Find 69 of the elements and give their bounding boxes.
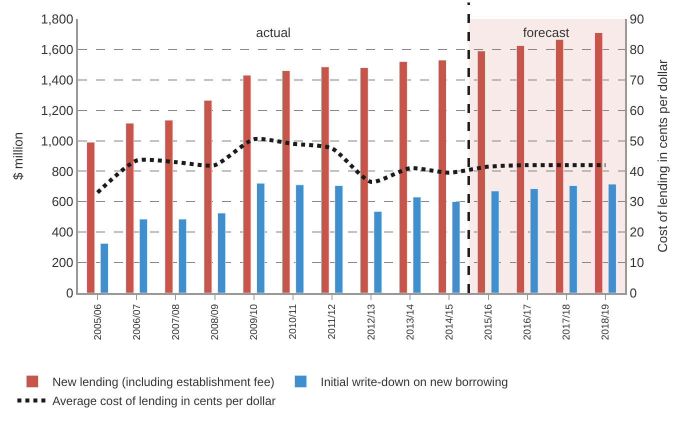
bar bbox=[86, 142, 95, 293]
x-tick-label: 2009/10 bbox=[249, 304, 260, 340]
bar bbox=[452, 201, 460, 293]
legend-label: New lending (including establishment fee) bbox=[52, 375, 274, 390]
y-tick-label: 1,000 bbox=[40, 133, 74, 148]
bar bbox=[490, 190, 500, 293]
bar bbox=[217, 212, 226, 293]
y2-tick-label: 70 bbox=[630, 72, 644, 88]
annotation: actual bbox=[256, 25, 291, 40]
bar bbox=[282, 70, 290, 293]
bar bbox=[530, 188, 538, 293]
y2-tick-label: 30 bbox=[630, 194, 644, 210]
x-tick-label: 2013/14 bbox=[405, 304, 416, 340]
y2-tick-label: 50 bbox=[630, 133, 644, 148]
y2-tick-label: 0 bbox=[630, 286, 637, 301]
bar bbox=[594, 32, 603, 293]
bar bbox=[164, 120, 173, 293]
bar bbox=[256, 183, 265, 293]
x-tick-label: 2016/17 bbox=[522, 304, 534, 340]
bar bbox=[569, 185, 578, 293]
y-tick-label: 200 bbox=[52, 255, 74, 270]
x-tick-label: 2010/11 bbox=[288, 304, 300, 340]
x-tick-label: 2006/07 bbox=[132, 304, 143, 340]
bar bbox=[477, 50, 486, 293]
bar bbox=[178, 218, 187, 293]
bar bbox=[608, 184, 616, 293]
y-tick-label: 1,200 bbox=[40, 102, 74, 118]
bar bbox=[334, 185, 343, 293]
legend-label: Initial write-down on new borrowing bbox=[320, 375, 508, 390]
y2-tick-label: 40 bbox=[630, 164, 644, 179]
bar bbox=[242, 75, 252, 293]
bar bbox=[320, 66, 330, 293]
y2-axis-title: Cost of lending in cents per dollar bbox=[655, 58, 670, 252]
x-tick-label: 2018/19 bbox=[600, 304, 612, 340]
bar bbox=[555, 39, 564, 293]
x-tick-label: 2012/13 bbox=[366, 304, 378, 340]
y2-tick-label: 60 bbox=[630, 102, 644, 118]
bar bbox=[296, 184, 304, 293]
y-tick-label: 800 bbox=[52, 164, 74, 179]
y-tick-label: 1,800 bbox=[40, 12, 74, 27]
legend-label: Average cost of lending in cents per dollar bbox=[52, 394, 276, 408]
bar bbox=[412, 196, 422, 293]
bar bbox=[100, 243, 109, 293]
y2-tick-label: 90 bbox=[630, 12, 644, 27]
y2-tick-label: 20 bbox=[630, 224, 644, 240]
x-tick-label: 2007/08 bbox=[170, 304, 182, 340]
x-tick-label: 2014/15 bbox=[444, 304, 456, 340]
bar bbox=[139, 218, 148, 293]
x-tick-label: 2005/06 bbox=[92, 304, 104, 340]
band-label: forecast bbox=[523, 25, 570, 40]
y2-tick-label: 10 bbox=[630, 255, 644, 270]
bar bbox=[374, 211, 382, 293]
bar bbox=[360, 67, 368, 293]
y2-tick-label: 80 bbox=[630, 42, 644, 57]
y-axis-title: $ million bbox=[10, 132, 26, 180]
y-tick-label: 1,400 bbox=[40, 72, 74, 88]
bar bbox=[399, 61, 408, 293]
bar bbox=[126, 123, 134, 293]
x-tick-label: 2015/16 bbox=[484, 304, 494, 340]
y-tick-label: 600 bbox=[52, 194, 74, 210]
bar bbox=[438, 60, 446, 293]
y-tick-label: 400 bbox=[52, 224, 74, 240]
bar bbox=[516, 45, 525, 293]
y-tick-label: 0 bbox=[66, 286, 74, 301]
bar bbox=[204, 100, 212, 293]
x-tick-label: 2011/12 bbox=[327, 304, 338, 340]
x-tick-label: 2017/18 bbox=[562, 304, 573, 340]
x-tick-label: 2008/09 bbox=[210, 304, 221, 340]
y-tick-label: 1,600 bbox=[40, 42, 74, 57]
